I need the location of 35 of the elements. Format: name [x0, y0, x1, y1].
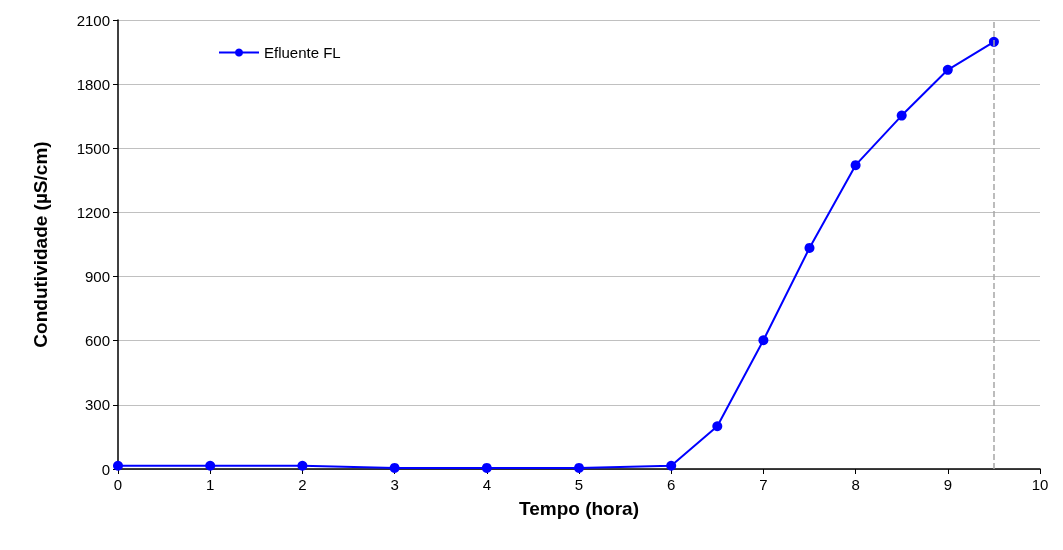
- point: [389, 462, 400, 473]
- x-axis-title: Tempo (hora): [519, 498, 639, 519]
- x-tick-label: 7: [759, 476, 768, 493]
- y-tick-label: 1500: [76, 139, 110, 157]
- x-tick-label: 8: [851, 476, 860, 493]
- x-tick-label: 5: [574, 476, 584, 493]
- x-tick-label: 0: [113, 476, 123, 493]
- point: [896, 110, 907, 121]
- point: [712, 421, 723, 432]
- point: [666, 460, 677, 471]
- point: [297, 460, 308, 471]
- x-tick-label: 3: [390, 476, 399, 493]
- y-tick-label: 300: [84, 396, 110, 414]
- y-tick-label: 2100: [76, 11, 110, 29]
- point: [850, 160, 861, 171]
- y-tick-label: 1800: [76, 75, 110, 93]
- point: [942, 64, 953, 75]
- y-axis-title: Condutividade (µS/cm): [30, 141, 51, 348]
- x-tick-label: 6: [667, 476, 676, 493]
- x-tick-label: 4: [482, 476, 491, 493]
- point: [205, 460, 216, 471]
- x-tick-label: 10: [1031, 476, 1049, 493]
- point: [804, 242, 815, 253]
- point: [113, 460, 123, 471]
- point: [574, 462, 584, 473]
- y-tick-label: 600: [84, 332, 110, 350]
- legend-label: Efluente FL: [264, 44, 341, 61]
- y-tick-label: 1200: [76, 203, 110, 221]
- x-tick-label: 9: [943, 476, 952, 493]
- x-tick-label: 2: [298, 476, 307, 493]
- x-tick-label: 1: [206, 476, 215, 493]
- point: [758, 335, 769, 346]
- point: [481, 462, 492, 473]
- y-tick-label: 900: [84, 268, 110, 286]
- y-tick-label: 0: [101, 460, 110, 478]
